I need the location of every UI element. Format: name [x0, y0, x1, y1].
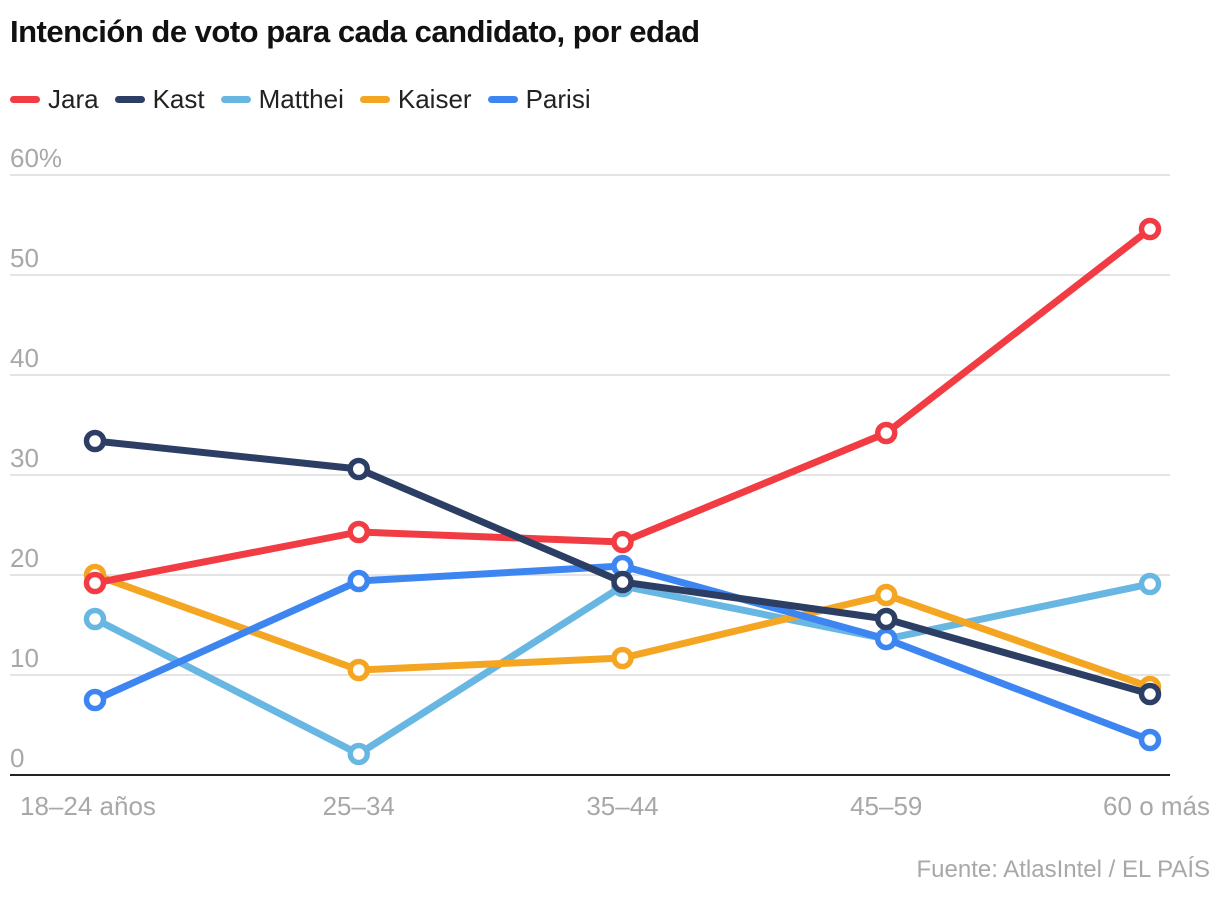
chart-legend: Jara Kast Matthei Kaiser Parisi: [10, 84, 607, 115]
series-line-jara: [91, 225, 1154, 587]
legend-swatch-parisi: [487, 96, 518, 103]
data-point-jara-45-59: [875, 421, 898, 445]
data-point-kaiser-25-34: [347, 658, 370, 682]
data-point-kaiser-45-59: [875, 583, 898, 607]
data-point-matthei-60-o-m-s: [1138, 572, 1162, 596]
data-point-parisi-18-24-a-os: [83, 688, 107, 712]
data-point-jara-60-o-m-s: [1138, 217, 1162, 241]
chart-title: Intención de voto para cada candidato, p…: [10, 14, 700, 49]
legend-label-kast: Kast: [152, 84, 205, 114]
data-point-matthei-25-34: [347, 742, 370, 766]
legend-label-parisi: Parisi: [525, 84, 591, 114]
legend-item-parisi: Parisi: [487, 84, 591, 115]
series-parisi: [83, 554, 1162, 752]
data-point-kast-18-24-a-os: [83, 429, 107, 453]
x-tick-label-35-44: 35–44: [586, 791, 658, 821]
data-point-kast-45-59: [875, 607, 898, 631]
x-tick-label-45-59: 45–59: [850, 791, 922, 821]
data-point-kaiser-35-44: [611, 646, 634, 670]
legend-item-matthei: Matthei: [220, 84, 344, 115]
data-point-kast-35-44: [611, 570, 634, 594]
legend-swatch-jara: [10, 96, 40, 103]
y-tick-label-20: 20: [10, 543, 39, 573]
source-note: Fuente: AtlasIntel / EL PAÍS: [916, 856, 1211, 883]
data-point-parisi-60-o-m-s: [1138, 728, 1162, 752]
y-tick-label-10: 10: [10, 643, 39, 673]
y-tick-label-0: 0: [10, 743, 24, 773]
data-point-matthei-18-24-a-os: [83, 607, 107, 631]
data-point-jara-25-34: [347, 520, 370, 544]
legend-swatch-kaiser: [359, 96, 390, 103]
data-point-kast-25-34: [347, 457, 370, 481]
legend-label-kaiser: Kaiser: [397, 84, 472, 114]
x-tick-label-18-24-a-os: 18–24 años: [20, 791, 156, 821]
legend-label-matthei: Matthei: [258, 84, 344, 114]
y-tick-label-30: 30: [10, 443, 39, 473]
series-kast: [83, 429, 1162, 706]
series-jara: [83, 217, 1162, 595]
legend-swatch-matthei: [220, 96, 251, 103]
y-tick-label-50: 50: [10, 243, 39, 273]
legend-item-kaiser: Kaiser: [359, 84, 472, 115]
legend-label-jara: Jara: [48, 84, 99, 114]
y-tick-label-40: 40: [10, 343, 39, 373]
legend-swatch-kast: [114, 96, 145, 103]
data-point-jara-35-44: [611, 530, 634, 554]
x-tick-label-25-34: 25–34: [323, 791, 395, 821]
data-point-parisi-25-34: [347, 569, 370, 593]
y-tick-label-60: 60%: [10, 143, 62, 173]
legend-item-jara: Jara: [10, 84, 99, 115]
legend-item-kast: Kast: [114, 84, 205, 115]
data-point-jara-18-24-a-os: [83, 571, 107, 595]
data-point-kast-60-o-m-s: [1138, 682, 1162, 706]
x-tick-label-60-o-m-s: 60 o más: [1103, 791, 1210, 821]
data-point-parisi-45-59: [875, 627, 898, 651]
